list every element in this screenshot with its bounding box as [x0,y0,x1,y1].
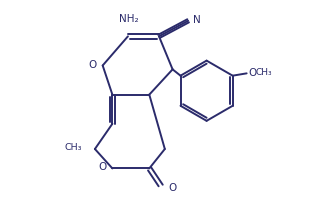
Text: N: N [193,15,201,25]
Text: CH₃: CH₃ [65,143,82,151]
Text: O: O [89,59,97,70]
Text: CH₃: CH₃ [255,68,272,77]
Text: O: O [99,163,107,172]
Text: O: O [168,183,176,193]
Text: O: O [249,68,257,78]
Text: NH₂: NH₂ [119,14,139,24]
